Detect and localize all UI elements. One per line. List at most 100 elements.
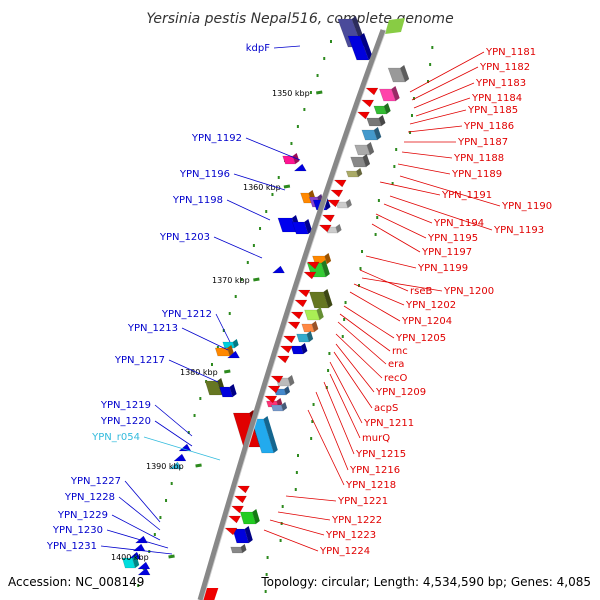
forward-chevron-gene-16 bbox=[276, 355, 290, 364]
left-gene-label[interactable]: YPN_1219 bbox=[100, 400, 151, 411]
right-gene-label[interactable]: YPN_1200 bbox=[443, 286, 494, 297]
forward-chevron-gene-14 bbox=[282, 335, 296, 344]
forward-marker bbox=[358, 284, 361, 287]
right-leader-line bbox=[371, 223, 421, 253]
backbone-line bbox=[197, 29, 386, 600]
right-gene-label[interactable]: YPN_1215 bbox=[355, 449, 406, 460]
forward-chevron-gene-13 bbox=[287, 321, 301, 330]
left-gene-label[interactable]: YPN_1192 bbox=[191, 133, 242, 144]
right-gene-label[interactable]: YPN_1223 bbox=[325, 530, 376, 541]
left-leader-line bbox=[124, 480, 161, 523]
forward-chevron-gene-21 bbox=[233, 495, 248, 504]
left-gene-label[interactable]: YPN_1228 bbox=[64, 492, 115, 503]
forward-chevron-gene-5 bbox=[326, 199, 340, 208]
left-gene-label[interactable]: YPN_1231 bbox=[46, 541, 97, 552]
left-gene-label[interactable]: YPN_1198 bbox=[172, 195, 223, 206]
right-gene-label[interactable]: YPN_1189 bbox=[451, 169, 502, 180]
right-leader-line bbox=[413, 82, 475, 109]
right-gene-label[interactable]: YPN_1197 bbox=[421, 247, 472, 258]
forward-marker bbox=[412, 97, 415, 100]
map-title: Yersinia pestis Nepal516, complete genom… bbox=[146, 11, 453, 27]
forward-gene-12 bbox=[308, 289, 333, 309]
right-leader-line bbox=[343, 305, 395, 339]
right-gene-label[interactable]: rnc bbox=[392, 346, 408, 357]
genome-backbone bbox=[197, 29, 387, 600]
right-gene-label[interactable]: YPN_1194 bbox=[433, 218, 484, 229]
reverse-gene-12 bbox=[226, 350, 241, 359]
forward-gene-2 bbox=[373, 103, 391, 115]
forward-gene-15 bbox=[296, 331, 314, 343]
right-leader-line bbox=[409, 51, 485, 93]
scale-tick-label: 1400 kbp bbox=[111, 553, 149, 562]
right-gene-label[interactable]: YPN_1204 bbox=[401, 316, 452, 327]
forward-chevron-gene-9 bbox=[303, 271, 317, 280]
forward-marker bbox=[264, 590, 267, 593]
right-gene-label[interactable]: YPN_1216 bbox=[349, 465, 400, 476]
right-gene-label[interactable]: YPN_1193 bbox=[493, 225, 544, 236]
left-gene-label[interactable]: YPN_1196 bbox=[179, 169, 230, 180]
right-gene-label[interactable]: YPN_1205 bbox=[395, 333, 446, 344]
right-gene-label[interactable]: YPN_1209 bbox=[375, 387, 426, 398]
right-gene-label[interactable]: YPN_1211 bbox=[363, 418, 414, 429]
left-gene-label[interactable]: YPN_1212 bbox=[161, 309, 212, 320]
right-leader-line bbox=[263, 529, 319, 552]
right-leader-line bbox=[415, 97, 471, 117]
right-gene-label[interactable]: YPN_1181 bbox=[485, 47, 536, 58]
forward-marker bbox=[328, 352, 331, 355]
left-gene-label[interactable]: YPN_1220 bbox=[100, 416, 151, 427]
reverse-gene-9 bbox=[271, 265, 286, 274]
reverse-gene-21 bbox=[121, 555, 140, 569]
right-gene-label[interactable]: recO bbox=[384, 373, 408, 384]
reverse-marker bbox=[323, 57, 326, 60]
reverse-marker bbox=[210, 363, 213, 366]
right-gene-label[interactable]: acpS bbox=[374, 403, 398, 414]
left-gene-label[interactable]: YPN_1230 bbox=[52, 525, 103, 536]
left-gene-label[interactable]: YPN_1213 bbox=[127, 323, 178, 334]
left-leader-line bbox=[213, 236, 263, 259]
right-gene-label[interactable]: YPN_1186 bbox=[463, 121, 514, 132]
right-gene-label[interactable]: YPN_1222 bbox=[331, 515, 382, 526]
forward-marker bbox=[281, 505, 284, 508]
right-gene-label[interactable]: YPN_1184 bbox=[471, 93, 522, 104]
forward-gene-23 bbox=[239, 509, 260, 525]
right-gene-label[interactable]: YPN_1218 bbox=[345, 480, 396, 491]
right-gene-label[interactable]: YPN_1185 bbox=[467, 105, 518, 116]
right-gene-label[interactable]: rseB bbox=[410, 286, 432, 297]
reverse-marker bbox=[252, 244, 255, 247]
right-gene-label[interactable]: murQ bbox=[362, 433, 390, 444]
right-leader-line bbox=[329, 373, 361, 439]
right-gene-label[interactable]: YPN_1190 bbox=[501, 201, 552, 212]
right-gene-label[interactable]: YPN_1195 bbox=[427, 233, 478, 244]
right-leader-line bbox=[407, 125, 463, 133]
reverse-marker bbox=[277, 176, 280, 179]
right-gene-label[interactable]: YPN_1187 bbox=[457, 137, 508, 148]
scale-ticks: 1350 kbp 1360 kbp 1370 kbp 1380 kbp 1390 kbp… bbox=[111, 89, 323, 562]
left-leader-line bbox=[215, 313, 231, 343]
right-gene-label[interactable]: YPN_1224 bbox=[319, 546, 370, 557]
left-gene-label[interactable]: YPN_1227 bbox=[70, 476, 121, 487]
forward-marker bbox=[409, 131, 412, 134]
right-gene-label[interactable]: YPN_1191 bbox=[441, 190, 492, 201]
right-gene-label[interactable]: YPN_1202 bbox=[405, 300, 456, 311]
forward-gene-1 bbox=[379, 86, 400, 102]
forward-gene-top bbox=[385, 18, 405, 34]
forward-marker bbox=[327, 369, 330, 372]
right-gene-label[interactable]: YPN_1221 bbox=[337, 496, 388, 507]
forward-gene-18 bbox=[273, 386, 291, 396]
reverse-marker bbox=[234, 295, 237, 298]
left-gene-label[interactable]: YPN_1229 bbox=[57, 510, 108, 521]
left-gene-label[interactable]: kdpF bbox=[246, 43, 270, 54]
reverse-gene-14 bbox=[219, 384, 237, 398]
right-leader-line bbox=[307, 409, 345, 486]
right-gene-label[interactable]: YPN_1188 bbox=[453, 153, 504, 164]
right-gene-label[interactable]: YPN_1199 bbox=[417, 263, 468, 274]
forward-marker bbox=[312, 403, 315, 406]
right-gene-label[interactable]: era bbox=[388, 359, 404, 370]
right-gene-label[interactable]: YPN_1182 bbox=[479, 62, 530, 73]
right-gene-label[interactable]: YPN_1183 bbox=[475, 78, 526, 89]
left-gene-label[interactable]: YPN_1203 bbox=[159, 232, 210, 243]
left-gene-label[interactable]: YPN_1217 bbox=[114, 355, 165, 366]
right-leader-line bbox=[411, 66, 479, 101]
left-gene-label[interactable]: YPN_r054 bbox=[91, 432, 140, 443]
